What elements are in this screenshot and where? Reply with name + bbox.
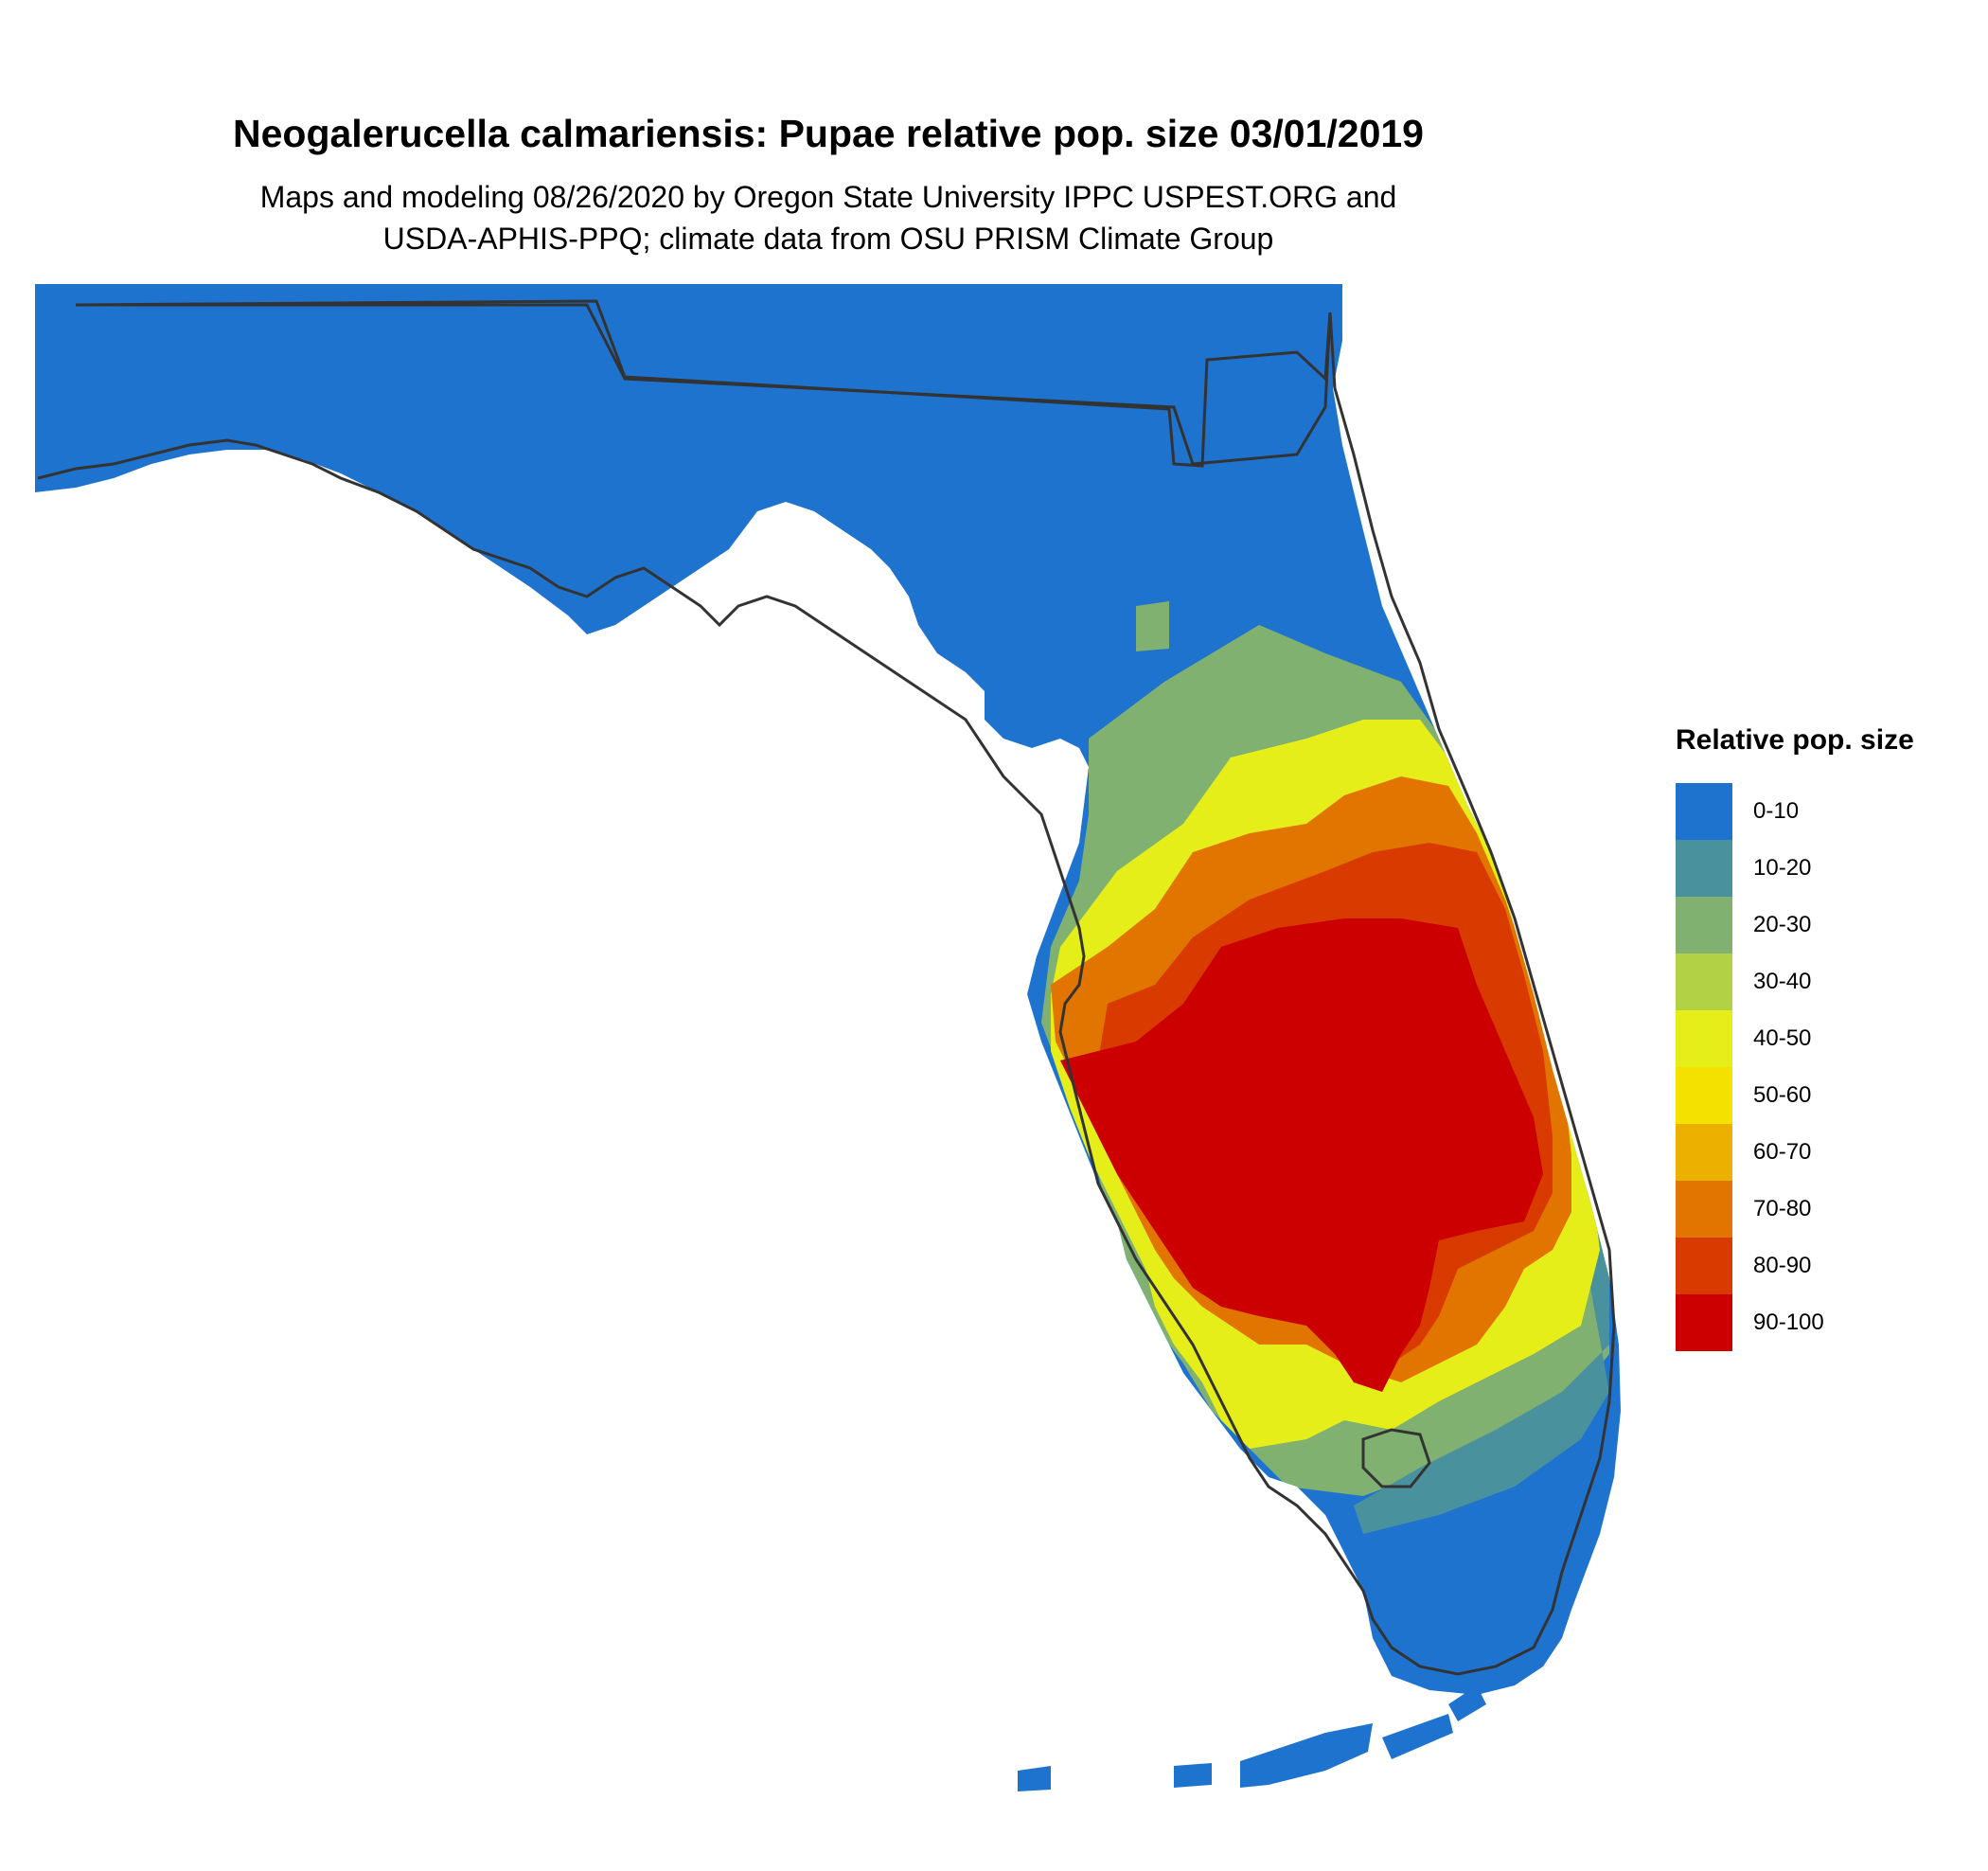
legend-item: 50-60 xyxy=(1676,1067,1979,1124)
legend-label: 40-50 xyxy=(1753,1025,1812,1051)
legend-swatch xyxy=(1676,1181,1732,1238)
legend-item: 40-50 xyxy=(1676,1010,1979,1067)
legend-item: 70-80 xyxy=(1676,1181,1979,1238)
legend-item: 80-90 xyxy=(1676,1238,1979,1294)
map-title: Neogalerucella calmariensis: Pupae relat… xyxy=(233,112,1424,155)
legend-item: 10-20 xyxy=(1676,840,1979,897)
florida-map xyxy=(35,284,1621,1791)
subtitle-line-2: USDA-APHIS-PPQ; climate data from OSU PR… xyxy=(382,222,1274,256)
map-features xyxy=(75,299,1332,468)
legend-item: 30-40 xyxy=(1676,953,1979,1010)
legend-swatch xyxy=(1676,1294,1732,1351)
legend-swatch xyxy=(1676,953,1732,1010)
legend-label: 70-80 xyxy=(1753,1196,1812,1221)
legend-swatch xyxy=(1676,1238,1732,1294)
legend-swatch xyxy=(1676,1010,1732,1067)
boundary-lines xyxy=(37,303,1616,1676)
legend: Relative pop. size 0-10 10-20 20-30 30-4… xyxy=(1676,724,1979,1351)
legend-label: 0-10 xyxy=(1753,798,1800,824)
okeechobee-outline xyxy=(1361,1428,1431,1488)
suitability-raster xyxy=(35,284,1621,1695)
legend-swatch xyxy=(1676,897,1732,953)
subtitle-line-1: Maps and modeling 08/26/2020 by Oregon S… xyxy=(259,180,1397,214)
state-border-ga xyxy=(75,299,1332,468)
legend-label: 30-40 xyxy=(1753,969,1812,994)
legend-label: 60-70 xyxy=(1753,1139,1812,1165)
florida-coastline xyxy=(37,303,1616,1676)
legend-swatch xyxy=(1676,1124,1732,1181)
legend-title: Relative pop. size xyxy=(1676,724,1914,756)
legend-label: 90-100 xyxy=(1753,1310,1824,1335)
map-subtitle: Maps and modeling 08/26/2020 by Oregon S… xyxy=(0,176,1657,259)
legend-swatch xyxy=(1676,783,1732,840)
legend-label: 80-90 xyxy=(1753,1253,1812,1278)
legend-item: 90-100 xyxy=(1676,1294,1979,1351)
legend-label: 50-60 xyxy=(1753,1082,1812,1108)
keys-raster xyxy=(1018,1685,1486,1791)
legend-item: 60-70 xyxy=(1676,1124,1979,1181)
legend-label: 20-30 xyxy=(1753,912,1812,937)
legend-item: 0-10 xyxy=(1676,783,1979,840)
legend-item: 20-30 xyxy=(1676,897,1979,953)
legend-swatch xyxy=(1676,840,1732,897)
legend-label: 10-20 xyxy=(1753,855,1812,881)
legend-swatch xyxy=(1676,1067,1732,1124)
